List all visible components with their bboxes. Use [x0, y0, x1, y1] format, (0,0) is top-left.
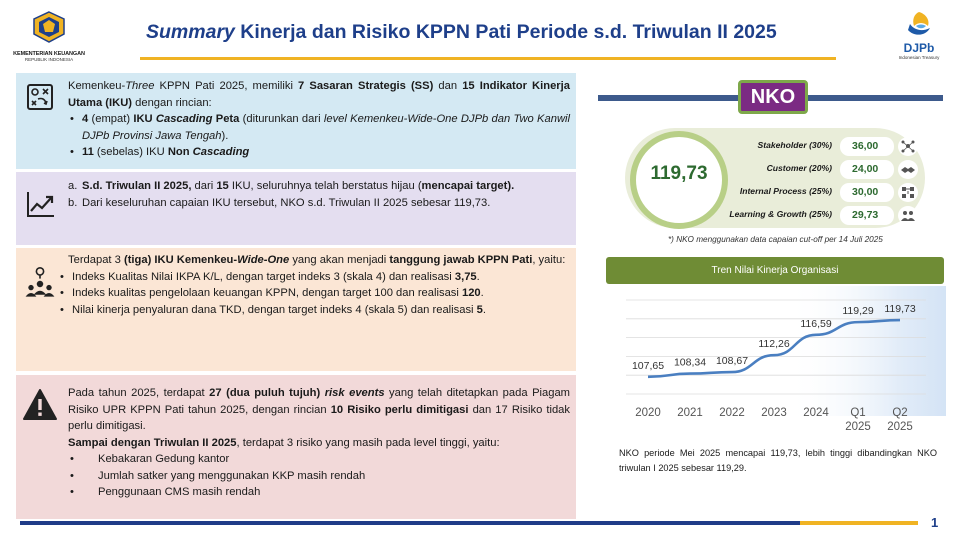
iku-intro: Kemenkeu-Three KPPN Pati 2025, memiliki … [68, 80, 570, 109]
nko-row-label: Customer (20%) [766, 163, 832, 173]
logo-country-name: REPUBLIK INDONESIA [24, 57, 74, 62]
kemenkeu-logo: KEMENTERIAN KEUANGAN REPUBLIK INDONESIA [6, 10, 92, 66]
list-item: 4 (empat) IKU Cascading Peta (diturunkan… [68, 111, 570, 144]
people-icon [898, 206, 918, 225]
djpb-subtitle: Indonesian Treasury [898, 55, 940, 60]
team-leader-icon [25, 266, 55, 297]
list-item: Kebakaran Gedung kantor [68, 451, 570, 468]
x-tick-label: 2024 [803, 407, 829, 419]
nko-row-customer: Customer (20%) 24,00 [700, 160, 922, 179]
list-item: Nilai kinerja penyaluran dana TKD, denga… [58, 302, 570, 319]
list-item: 11 (sebelas) IKU Non Cascading [68, 144, 570, 161]
wide-one-iku-box: Terdapat 3 (tiga) IKU Kemenkeu-Wide-One … [16, 248, 576, 371]
trend-title: Tren Nilai Kinerja Organisasi [606, 257, 944, 284]
nko-badge: NKO [738, 80, 808, 114]
trend-chart-icon [27, 192, 54, 217]
data-label: 119,29 [842, 305, 873, 317]
wide-one-iku-text: Terdapat 3 (tiga) IKU Kemenkeu-Wide-One … [60, 252, 570, 318]
x-tick-label: 2025 [845, 421, 871, 433]
nko-circle [630, 131, 728, 229]
data-label: 107,65 [632, 360, 664, 372]
nko-row-value: 24,00 [840, 160, 894, 179]
nko-trend-chart: 107,65 108,34 108,67 112,26 116,59 119,29 119,… [626, 286, 946, 433]
nko-row-stakeholder: Stakeholder (30%) 36,00 [700, 137, 922, 156]
logo-ministry-name: KEMENTERIAN KEUANGAN [13, 51, 85, 57]
strategy-board-icon [27, 84, 53, 110]
wide-one-intro: Terdapat 3 (tiga) IKU Kemenkeu-Wide-One … [68, 254, 566, 266]
risk-text: Pada tahun 2025, terdapat 27 (dua puluh … [68, 385, 570, 501]
warning-icon [23, 389, 57, 420]
djpb-logo: DJPb Indonesian Treasury [888, 10, 950, 68]
x-tick-label: 2022 [719, 407, 745, 419]
title-underline [140, 57, 836, 60]
djpb-name: DJPb [903, 41, 935, 55]
nko-total-value: 119,73 [650, 163, 708, 184]
title-italic: Summary [146, 21, 235, 43]
data-label: 108,67 [716, 355, 748, 367]
x-tick-label: 2020 [635, 407, 661, 419]
djpb-emblem-icon [908, 12, 930, 35]
list-item: Indeks Kualitas Nilai IKPA K/L, dengan t… [58, 269, 570, 286]
x-tick-label: Q2 [892, 407, 907, 419]
nko-row-value: 36,00 [840, 137, 894, 156]
list-item: a. S.d. Triwulan II 2025, dari 15 IKU, se… [68, 180, 515, 192]
page-number: 1 [931, 515, 939, 530]
data-label: 119,73 [884, 303, 915, 315]
list-item: Jumlah satker yang menggunakan KKP masih… [68, 468, 570, 485]
nko-row-value: 29,73 [840, 206, 894, 225]
risk-summary: Sampai dengan Triwulan II 2025, terdapat… [68, 436, 500, 449]
footer-accent [800, 521, 918, 525]
nko-row-value: 30,00 [840, 183, 894, 202]
data-label: 108,34 [674, 357, 706, 369]
nko-row-label: Internal Process (25%) [739, 186, 832, 196]
data-label: 116,59 [800, 318, 831, 330]
x-tick-label: 2021 [677, 407, 703, 419]
nko-description: NKO periode Mei 2025 mencapai 119,73, le… [619, 448, 937, 473]
x-tick-label: 2025 [887, 421, 913, 433]
iku-overview-text: Kemenkeu-Three KPPN Pati 2025, memiliki … [68, 78, 570, 161]
nko-row-label: Learning & Growth (25%) [729, 209, 832, 219]
list-item: Penggunaan CMS masih rendah [68, 484, 570, 501]
list-item: b. Dari keseluruhan capaian IKU tersebut,… [68, 196, 491, 209]
title-text: Kinerja dan Risiko KPPN Pati Periode s.d… [234, 21, 777, 43]
data-label: 112,26 [758, 338, 789, 350]
garuda-emblem-icon [33, 11, 65, 43]
x-tick-label: 2023 [761, 407, 787, 419]
series-line [647, 318, 901, 379]
iku-overview-box: Kemenkeu-Three KPPN Pati 2025, memiliki … [16, 73, 576, 169]
nko-row-label: Stakeholder (30%) [757, 140, 832, 150]
iku-status-text: a. S.d. Triwulan II 2025, dari 15 IKU, se… [68, 178, 570, 211]
nko-row-internal-process: Internal Process (25%) 30,00 [700, 183, 922, 202]
risk-intro: Pada tahun 2025, terdapat 27 (dua puluh … [68, 387, 571, 432]
footer-bar [20, 521, 800, 525]
x-tick-label: Q1 [850, 407, 865, 419]
risk-box: Pada tahun 2025, terdapat 27 (dua puluh … [16, 375, 576, 519]
handshake-icon [898, 160, 918, 179]
network-icon [898, 137, 918, 156]
process-icon [898, 183, 918, 202]
iku-status-box: a. S.d. Triwulan II 2025, dari 15 IKU, se… [16, 172, 576, 245]
list-item: Indeks kualitas pengelolaan keuangan KPP… [58, 285, 570, 302]
page-title: Summary Kinerja dan Risiko KPPN Pati Per… [146, 21, 777, 44]
nko-note: *) NKO menggunakan data capaian cut-off … [668, 235, 883, 244]
nko-row-learning-growth: Learning & Growth (25%) 29,73 [700, 206, 922, 225]
